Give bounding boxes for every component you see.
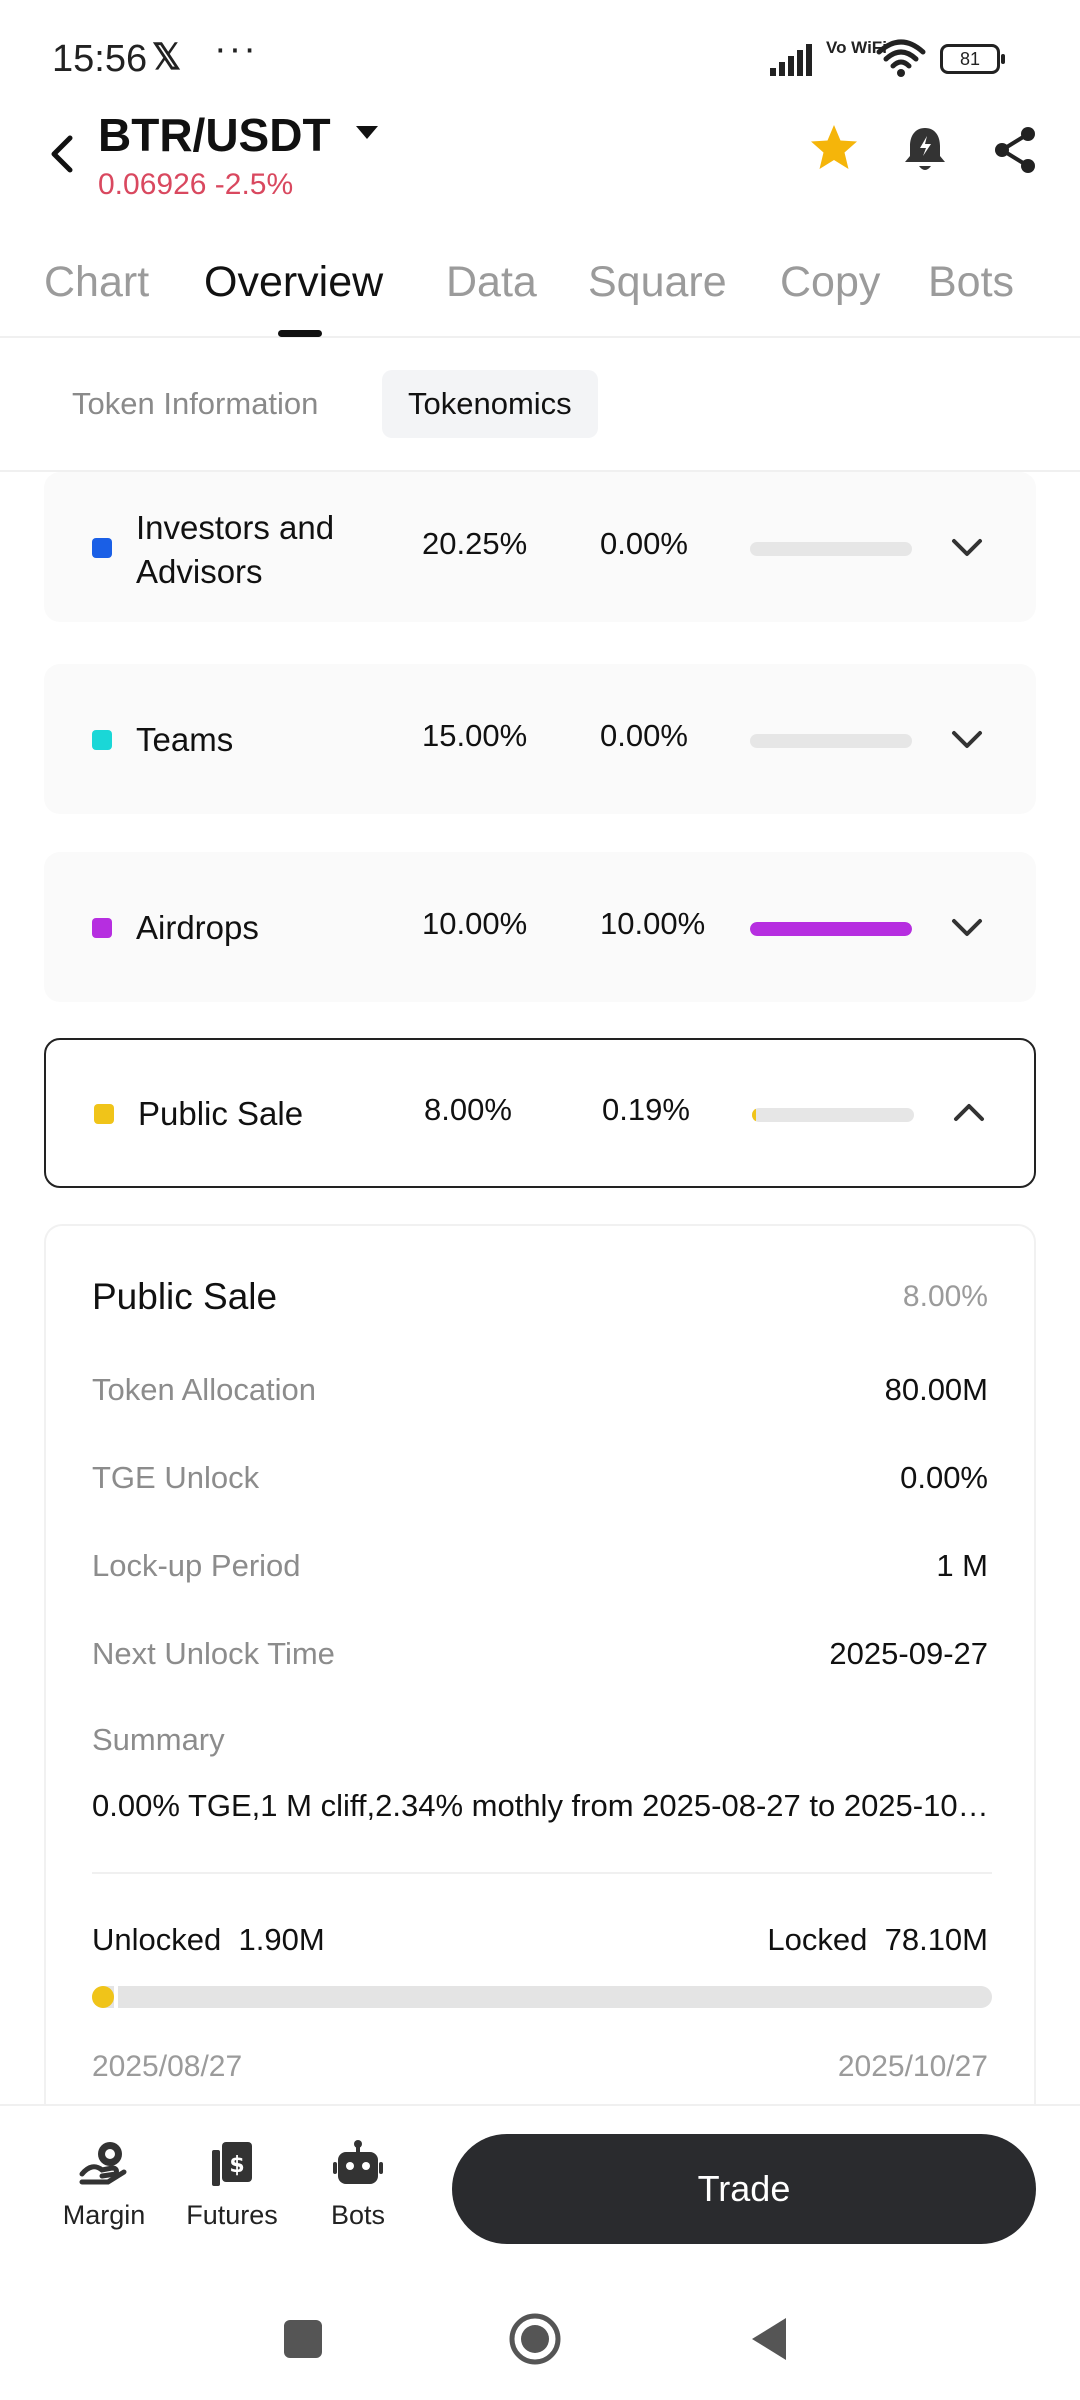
token-allocation-label: Token Allocation xyxy=(92,1372,317,1407)
tab-copy[interactable]: Copy xyxy=(780,258,881,306)
wifi-icon xyxy=(876,39,926,77)
detail-title: Public Sale xyxy=(92,1276,278,1317)
allocation-percent: 10.00% xyxy=(422,906,528,941)
pair-title[interactable]: BTR/USDT xyxy=(98,109,331,161)
next-unlock-value: 2025-09-27 xyxy=(829,1636,988,1671)
active-tab-indicator xyxy=(278,330,322,337)
unlocked-percent: 0.00% xyxy=(600,718,688,753)
allocation-name: Teams xyxy=(136,721,234,758)
futures-icon: $ xyxy=(212,2142,252,2186)
unlock-progress-bar xyxy=(750,734,912,748)
price-change: -2.5% xyxy=(214,168,294,201)
system-navigation-bar xyxy=(0,2270,1080,2400)
bots-label: Bots xyxy=(330,2200,386,2230)
margin-nav-item[interactable]: Margin xyxy=(44,2138,164,2231)
unlocked-percent: 10.00% xyxy=(600,906,706,941)
vesting-start-date: 2025/08/27 xyxy=(92,2050,243,2083)
tab-data[interactable]: Data xyxy=(446,258,537,306)
bottom-action-bar: Margin $ Futures Bots Trade xyxy=(0,2104,1080,2272)
price-alert-bell-icon[interactable] xyxy=(900,124,950,176)
price-change-line: 0.06926 -2.5% xyxy=(98,168,293,202)
lockup-period-value: 1 M xyxy=(936,1548,988,1583)
bots-icon xyxy=(333,2140,383,2184)
locked-amount: Locked 78.10M xyxy=(767,1922,988,1957)
unlock-progress-bar xyxy=(752,1108,914,1122)
pair-dropdown-caret-icon[interactable] xyxy=(356,126,378,139)
futures-label: Futures xyxy=(186,2200,278,2230)
color-swatch xyxy=(94,1104,114,1124)
allocation-percent: 15.00% xyxy=(422,718,528,753)
chevron-down-icon[interactable] xyxy=(948,528,986,566)
color-swatch xyxy=(92,918,112,938)
unlock-progress-fill xyxy=(752,1108,757,1122)
x-app-icon: 𝕏 xyxy=(152,36,182,77)
allocation-row-teams[interactable]: Teams 15.00% 0.00% xyxy=(44,664,1036,814)
battery-indicator: 81 xyxy=(940,44,1005,74)
back-arrow-icon[interactable] xyxy=(44,130,80,178)
allocation-percent: 8.00% xyxy=(424,1092,512,1127)
system-back-icon[interactable] xyxy=(748,2314,790,2364)
summary-text: 0.00% TGE,1 M cliff,2.34% mothly from 20… xyxy=(92,1788,992,1823)
svg-text:$: $ xyxy=(229,2153,244,2178)
allocation-name: Investors and Advisors xyxy=(136,509,335,590)
unlocked-amount: Unlocked 1.90M xyxy=(92,1922,325,1957)
tab-chart[interactable]: Chart xyxy=(44,258,150,306)
vesting-progress-fill xyxy=(92,1986,114,2008)
status-bar: 15:56 𝕏 ··· Vo WiFi 81 xyxy=(0,0,1080,100)
public-sale-detail-card: Public Sale 8.00% Token Allocation 80.00… xyxy=(44,1224,1036,2124)
vesting-progress-gap xyxy=(113,1986,118,2008)
allocation-name: Airdrops xyxy=(136,909,259,946)
margin-icon xyxy=(79,2142,127,2185)
trade-button[interactable]: Trade xyxy=(452,2134,1036,2244)
color-swatch xyxy=(92,730,112,750)
detail-title-percent: 8.00% xyxy=(902,1280,988,1313)
color-swatch xyxy=(92,538,112,558)
vesting-end-date: 2025/10/27 xyxy=(837,2050,988,2083)
vowifi-label: Vo WiFi xyxy=(826,38,887,57)
tab-overview[interactable]: Overview xyxy=(204,258,384,306)
tab-square[interactable]: Square xyxy=(588,258,727,306)
main-tab-bar: Chart Overview Data Square Copy Bots xyxy=(0,240,1080,338)
futures-nav-item[interactable]: $ Futures xyxy=(172,2138,292,2231)
allocation-row-public-sale[interactable]: Public Sale 8.00% 0.19% xyxy=(44,1038,1036,1188)
unlock-progress-bar xyxy=(750,542,912,556)
status-time: 15:56 xyxy=(52,38,148,80)
subtab-tokenomics[interactable]: Tokenomics xyxy=(382,370,598,438)
share-icon[interactable] xyxy=(990,124,1040,176)
allocation-percent: 20.25% xyxy=(422,526,528,561)
recent-apps-icon[interactable] xyxy=(284,2320,322,2358)
allocation-row-investors[interactable]: Investors and Advisors 20.25% 0.00% xyxy=(44,472,1036,622)
unlock-progress-fill xyxy=(750,922,912,936)
last-price: 0.06926 xyxy=(98,168,207,201)
allocation-row-airdrops[interactable]: Airdrops 10.00% 10.00% xyxy=(44,852,1036,1002)
signal-icon xyxy=(770,44,812,76)
unlocked-percent: 0.00% xyxy=(600,526,688,561)
summary-label: Summary xyxy=(92,1722,225,1757)
chevron-down-icon[interactable] xyxy=(948,720,986,758)
subtab-token-information[interactable]: Token Information xyxy=(72,386,319,421)
unlocked-percent: 0.19% xyxy=(602,1092,690,1127)
allocation-name: Public Sale xyxy=(138,1095,304,1132)
chevron-down-icon[interactable] xyxy=(948,908,986,946)
lockup-period-label: Lock-up Period xyxy=(92,1548,301,1583)
sub-tab-bar: Token Information Tokenomics xyxy=(0,370,1080,472)
bots-nav-item[interactable]: Bots xyxy=(298,2138,418,2231)
next-unlock-label: Next Unlock Time xyxy=(92,1636,335,1671)
chevron-up-icon[interactable] xyxy=(950,1094,988,1132)
favorite-star-icon[interactable] xyxy=(808,122,860,174)
tab-bots[interactable]: Bots xyxy=(928,258,1015,306)
vesting-progress-bar xyxy=(92,1986,992,2008)
pair-header: BTR/USDT 0.06926 -2.5% xyxy=(0,100,1080,220)
token-allocation-value: 80.00M xyxy=(884,1372,988,1407)
home-icon[interactable] xyxy=(508,2312,562,2366)
margin-label: Margin xyxy=(62,2200,146,2230)
tge-unlock-label: TGE Unlock xyxy=(92,1460,260,1495)
unlock-progress-bar xyxy=(750,922,912,936)
tge-unlock-value: 0.00% xyxy=(900,1460,988,1495)
divider xyxy=(92,1872,992,1874)
more-notifications-icon: ··· xyxy=(214,28,258,70)
